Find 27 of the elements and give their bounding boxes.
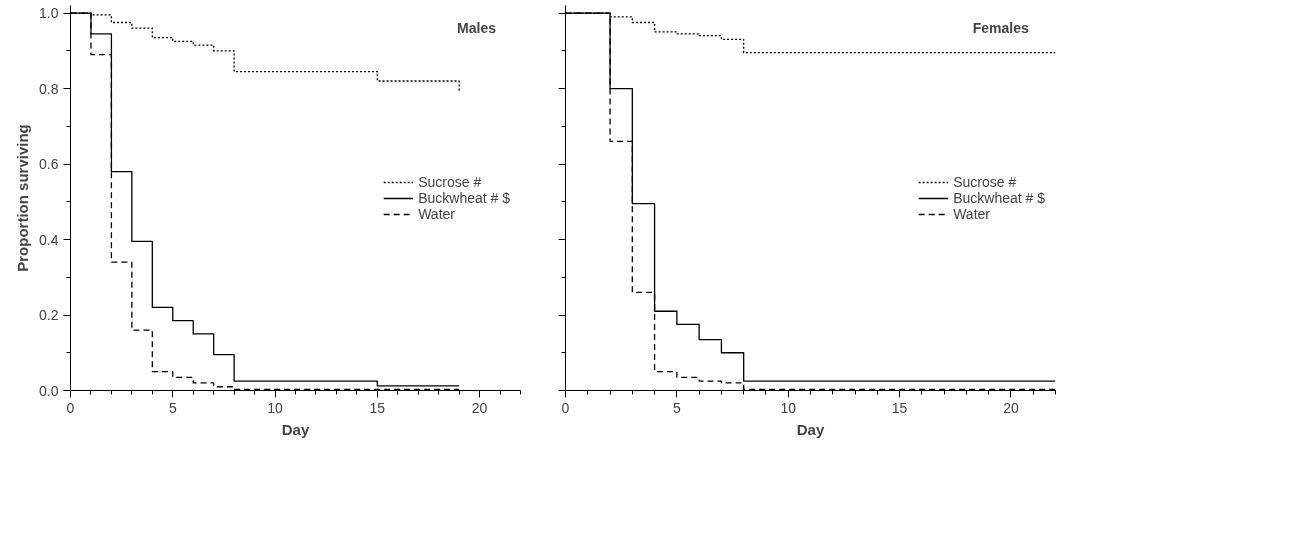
annotation: Females [972,20,1029,37]
x-axis-title: Day [796,420,825,438]
annotation: Males [457,20,497,37]
y-axis-title: Proportion surviving [14,124,32,272]
y-tick-label: 0.0 [39,382,59,399]
legend-label: Buckwheat # $ [953,189,1045,206]
legend-label: Water [418,205,455,222]
x-tick-label: 0 [66,399,75,416]
legend-label: Buckwheat # $ [418,189,510,206]
x-tick-label: 5 [168,399,177,416]
legend-label: Sucrose # [418,173,482,190]
x-tick-label: 10 [267,399,284,416]
x-axis-title: Day [281,420,310,438]
legend-label: Sucrose # [953,173,1017,190]
x-tick-label: 15 [891,399,908,416]
x-tick-label: 15 [369,399,386,416]
legend-label: Water [953,205,990,222]
y-tick-label: 0.6 [39,156,59,173]
x-tick-label: 20 [471,399,488,416]
x-tick-label: 10 [780,399,797,416]
x-tick-label: 5 [672,399,681,416]
y-tick-label: 0.8 [39,80,59,97]
y-tick-label: 0.4 [39,231,59,248]
y-tick-label: 0.2 [39,307,59,324]
x-tick-label: 0 [561,399,570,416]
y-tick-label: 1.0 [39,5,59,22]
x-tick-label: 20 [1003,399,1019,416]
